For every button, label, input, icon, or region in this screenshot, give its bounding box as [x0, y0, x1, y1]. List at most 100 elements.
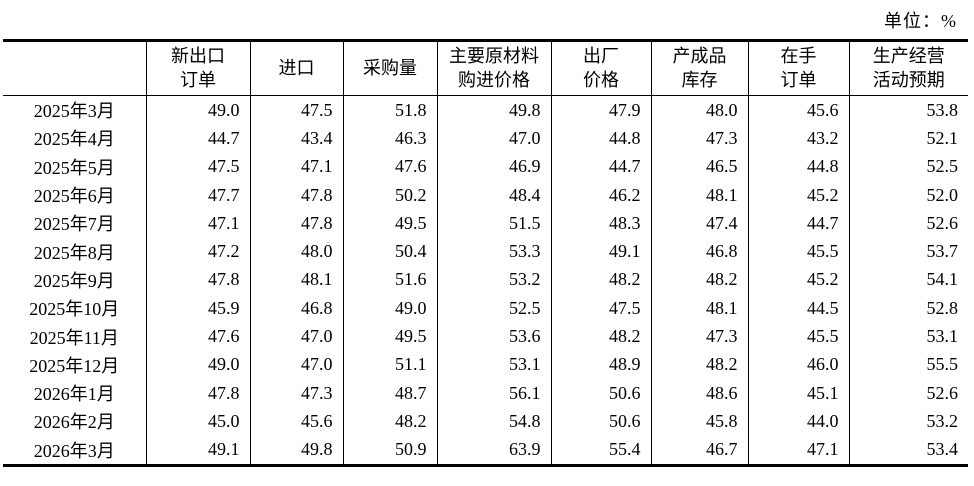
column-header-line: 新出口 [171, 46, 225, 67]
value-cell: 49.0 [145, 95, 250, 125]
value-cell: 45.9 [145, 294, 250, 323]
value-cell: 53.1 [848, 322, 968, 351]
value-cell: 53.3 [436, 237, 551, 266]
pmi-subindex-table: 新出口 订单 进口 采购量 主要原材料 购进价格 出厂 价格 产成品 库存 在手 订单 生… [3, 39, 968, 467]
value-cell: 47.3 [249, 378, 343, 408]
value-cell: 47.0 [249, 322, 343, 351]
month-cell: 2025年8月 [33, 242, 115, 263]
value-cell: 49.5 [342, 322, 437, 351]
column-header-line: 在手 [780, 46, 817, 67]
month-cell: 2026年2月 [33, 412, 115, 433]
table-row: 2025年11月 47.6 47.0 49.5 53.6 48.2 47.3 4… [3, 322, 968, 351]
table-row: 2025年4月 44.7 43.4 46.3 47.0 44.8 47.3 43… [3, 124, 968, 153]
table-row: 2026年3月 49.1 49.8 50.9 63.9 55.4 46.7 47… [3, 435, 968, 466]
column-header-line: 价格 [583, 69, 619, 90]
column-header-line: 生产经营 [872, 46, 945, 67]
value-cell: 45.6 [249, 407, 343, 436]
value-cell: 47.1 [747, 435, 849, 466]
value-cell: 47.5 [550, 294, 651, 323]
value-cell: 46.8 [249, 294, 343, 323]
column-header-imports: 进口 [249, 40, 343, 96]
column-header-line: 进口 [278, 57, 315, 78]
value-cell: 47.8 [145, 265, 250, 295]
value-cell: 44.7 [145, 124, 250, 153]
value-cell: 51.8 [342, 95, 437, 125]
table-row: 2025年8月 47.2 48.0 50.4 53.3 49.1 46.8 45… [3, 237, 968, 266]
month-cell: 2025年11月 [29, 327, 119, 348]
column-header-finished-goods-inventory: 产成品 库存 [650, 40, 748, 96]
value-cell: 45.5 [747, 322, 849, 351]
value-cell: 53.6 [436, 322, 551, 351]
value-cell: 52.8 [848, 294, 968, 323]
value-cell: 46.7 [650, 435, 748, 466]
value-cell: 47.7 [145, 180, 250, 210]
month-cell: 2026年1月 [33, 384, 115, 405]
value-cell: 45.0 [145, 407, 250, 436]
value-cell: 53.7 [848, 237, 968, 266]
value-cell: 47.5 [145, 152, 250, 181]
table-row: 2025年12月 49.0 47.0 51.1 53.1 48.9 48.2 4… [3, 350, 968, 379]
value-cell: 43.2 [747, 124, 849, 153]
value-cell: 53.2 [848, 407, 968, 436]
value-cell: 43.4 [249, 124, 343, 153]
value-cell: 47.1 [145, 209, 250, 238]
column-header-line: 订单 [180, 69, 216, 90]
value-cell: 47.0 [249, 350, 343, 379]
value-cell: 50.4 [342, 237, 437, 266]
value-cell: 47.0 [436, 124, 551, 153]
value-cell: 44.0 [747, 407, 849, 436]
month-cell: 2025年12月 [29, 355, 120, 376]
value-cell: 63.9 [436, 435, 551, 466]
value-cell: 48.2 [342, 407, 437, 436]
value-cell: 52.6 [848, 378, 968, 408]
value-cell: 47.6 [145, 322, 250, 351]
column-header-new-export-orders: 新出口 订单 [145, 40, 250, 96]
value-cell: 48.3 [550, 209, 651, 238]
header-row: 新出口 订单 进口 采购量 主要原材料 购进价格 出厂 价格 产成品 库存 在手 订单 生… [3, 40, 968, 96]
value-cell: 47.3 [650, 322, 748, 351]
value-cell: 46.9 [436, 152, 551, 181]
column-header-line: 主要原材料 [449, 46, 539, 67]
value-cell: 48.1 [650, 294, 748, 323]
column-header-line: 购进价格 [458, 69, 530, 90]
value-cell: 55.4 [550, 435, 651, 466]
value-cell: 47.3 [650, 124, 748, 153]
value-cell: 45.2 [747, 180, 849, 210]
value-cell: 45.1 [747, 378, 849, 408]
month-cell: 2025年5月 [33, 157, 115, 178]
value-cell: 52.0 [848, 180, 968, 210]
value-cell: 46.5 [650, 152, 748, 181]
column-header-line: 库存 [681, 69, 718, 90]
value-cell: 47.1 [249, 152, 343, 181]
value-cell: 48.7 [342, 378, 437, 408]
table-row: 2025年9月 47.8 48.1 51.6 53.2 48.2 48.2 45… [3, 265, 968, 295]
value-cell: 44.8 [550, 124, 651, 153]
month-cell: 2026年3月 [33, 440, 115, 461]
value-cell: 52.5 [436, 294, 551, 323]
value-cell: 48.1 [249, 265, 343, 295]
value-cell: 48.1 [650, 180, 748, 210]
value-cell: 48.2 [650, 265, 748, 295]
value-cell: 48.6 [650, 378, 748, 408]
table-row: 2026年1月 47.8 47.3 48.7 56.1 50.6 48.6 45… [3, 378, 968, 408]
value-cell: 54.1 [848, 265, 968, 295]
value-cell: 52.6 [848, 209, 968, 238]
value-cell: 52.1 [848, 124, 968, 153]
table-body: 2025年3月 49.0 47.5 51.8 49.8 47.9 48.0 45… [3, 95, 968, 466]
value-cell: 46.8 [650, 237, 748, 266]
value-cell: 45.6 [747, 95, 849, 125]
column-header-exfactory-price: 出厂 价格 [550, 40, 651, 96]
column-header-line: 活动预期 [872, 69, 945, 90]
column-header-line: 出厂 [583, 46, 619, 67]
value-cell: 44.7 [747, 209, 849, 238]
table-row: 2025年3月 49.0 47.5 51.8 49.8 47.9 48.0 45… [3, 95, 968, 125]
column-header-orders-in-hand: 在手 订单 [747, 40, 849, 96]
table-header: 新出口 订单 进口 采购量 主要原材料 购进价格 出厂 价格 产成品 库存 在手 订单 生… [3, 40, 968, 96]
column-header-line: 采购量 [363, 57, 417, 78]
value-cell: 44.7 [550, 152, 651, 181]
month-cell: 2025年10月 [29, 299, 120, 320]
value-cell: 48.2 [550, 322, 651, 351]
table-row: 2026年2月 45.0 45.6 48.2 54.8 50.6 45.8 44… [3, 407, 968, 436]
month-cell: 2025年4月 [33, 129, 115, 150]
value-cell: 50.2 [342, 180, 437, 210]
